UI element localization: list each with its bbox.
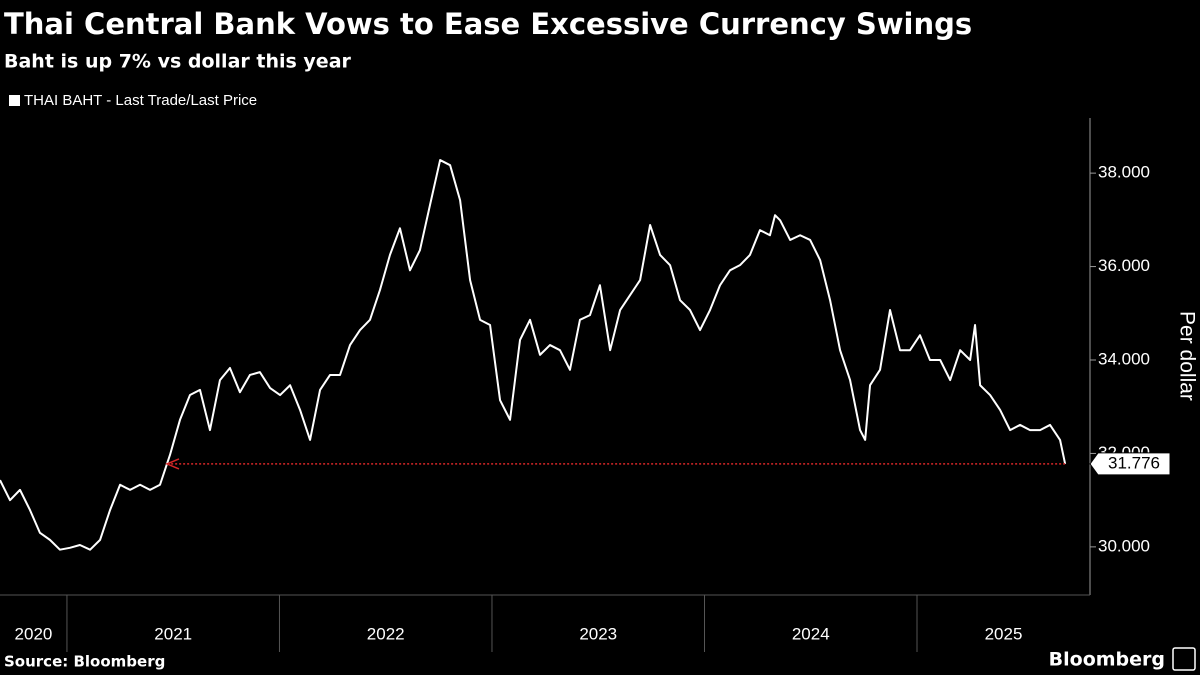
annotation-arrowhead [165,458,180,470]
chart-title: Thai Central Bank Vows to Ease Excessive… [4,7,972,41]
legend-label: THAI BAHT - Last Trade/Last Price [24,92,257,109]
legend-swatch [9,95,20,106]
x-tick-label: 2023 [579,624,617,643]
chart-subtitle: Baht is up 7% vs dollar this year [4,51,352,73]
x-tick-label: 2025 [985,624,1023,643]
logo-icon [1172,647,1196,671]
x-tick-label: 2021 [154,624,192,643]
x-tick-label: 2024 [792,624,830,643]
y-tick-label: 30.000 [1098,536,1150,555]
last-value-label: 31.776 [1108,453,1160,472]
last-value-box [1089,452,1171,476]
y-tick-label: 36.000 [1098,256,1150,275]
x-tick-label: 2020 [15,624,53,643]
y-tick-label: 34.000 [1098,349,1150,368]
logo: Bloomberg [1049,649,1165,671]
y-axis-label: Per dollar [1175,311,1198,401]
y-tick-label: 38.000 [1098,163,1150,182]
x-tick-label: 2022 [367,624,405,643]
source: Source: Bloomberg [4,653,165,671]
price-line [0,159,1067,551]
